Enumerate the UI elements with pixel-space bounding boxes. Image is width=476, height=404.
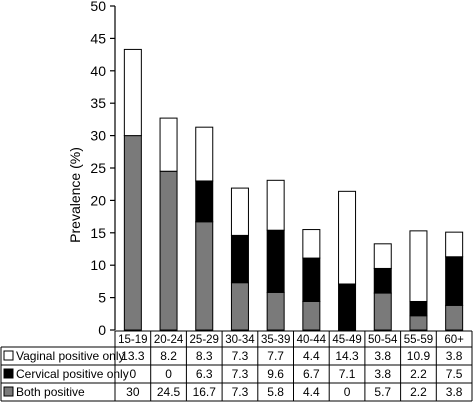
y-tick-label: 30 xyxy=(90,128,106,144)
bar-segment xyxy=(266,229,285,293)
table-cell-value: 13.3 xyxy=(121,349,145,363)
table-cell-value: 3.8 xyxy=(374,367,391,381)
table-cell-value: 10.9 xyxy=(407,349,431,363)
table-cell-value: 4.4 xyxy=(303,349,320,363)
bar-segment xyxy=(266,291,285,331)
table-cell-value: 2.2 xyxy=(410,367,427,381)
data-table: 15-19 20-24 25-29 30-34 35-39 40-44 45-49 50-54… xyxy=(0,330,473,402)
bar-segment xyxy=(373,243,392,269)
table-cell-value: 16.7 xyxy=(193,385,217,399)
legend-label: Cervical positive only xyxy=(16,367,129,381)
bar-segment xyxy=(445,256,464,306)
bar-segment xyxy=(230,234,249,284)
bar-segment xyxy=(159,170,178,331)
table-cell-value: 0 xyxy=(130,367,137,381)
bar-segment xyxy=(302,229,321,259)
x-category-label: 20-24 xyxy=(154,334,184,346)
x-category-label: 35-39 xyxy=(261,334,290,346)
bar-segment xyxy=(338,190,357,285)
table-cell-value: 0 xyxy=(344,385,351,399)
x-category-label: 40-44 xyxy=(297,334,327,346)
bar-segment xyxy=(195,180,214,223)
y-tick-label: 10 xyxy=(90,257,106,273)
x-category-label: 55-59 xyxy=(404,334,433,346)
x-category-label: 25-29 xyxy=(190,334,219,346)
x-category-label: 30-34 xyxy=(225,334,255,346)
table-cell-value: 7.5 xyxy=(446,367,463,381)
table-cell-value: 5.8 xyxy=(267,385,284,399)
table-cell-value: 0 xyxy=(165,367,172,381)
bar-segment xyxy=(373,292,392,331)
bar-segment xyxy=(338,283,357,331)
legend-label: Vaginal positive only xyxy=(16,349,125,363)
bar-segment xyxy=(409,315,428,331)
bar-segment xyxy=(123,48,142,137)
bar-segment xyxy=(445,231,464,258)
bar-segment xyxy=(195,126,214,182)
bar-segment xyxy=(409,230,428,302)
y-axis: 0 5 10 15 20 25 30 35 40 45 50 xyxy=(90,0,116,338)
x-category-label: 15-19 xyxy=(118,334,147,346)
y-tick-label: 15 xyxy=(90,225,106,241)
table-cell-value: 4.4 xyxy=(303,385,320,399)
bar-segment xyxy=(123,135,142,331)
y-tick-label: 5 xyxy=(98,290,106,306)
y-tick-label: 40 xyxy=(90,63,106,79)
x-category-label: 60+ xyxy=(444,334,464,346)
table-cell-value: 14.3 xyxy=(335,349,359,363)
bar-segment xyxy=(195,221,214,331)
table-cell-value: 5.7 xyxy=(374,385,391,399)
table-cell-value: 2.2 xyxy=(410,385,427,399)
bars xyxy=(123,48,464,331)
legend-swatch xyxy=(3,386,14,397)
bar-segment xyxy=(159,117,178,172)
table-cell-value: 30 xyxy=(126,385,140,399)
y-axis-label: Prevalence (%) xyxy=(67,147,83,243)
legend-swatch xyxy=(3,350,14,361)
table-cell-value: 3.8 xyxy=(446,385,463,399)
legend-swatch xyxy=(3,368,14,379)
table-cell-value: 7.1 xyxy=(339,367,356,381)
table-cell-value: 6.3 xyxy=(196,367,213,381)
table-cell-value: 7.3 xyxy=(232,367,249,381)
table-cell-value: 3.8 xyxy=(374,349,391,363)
bar-segment xyxy=(230,187,249,236)
table-cell-value: 24.5 xyxy=(157,385,181,399)
y-tick-label: 50 xyxy=(90,0,106,14)
x-category-label: 45-49 xyxy=(332,334,361,346)
bar-segment xyxy=(445,304,464,331)
table-cell-value: 7.3 xyxy=(232,385,249,399)
table-cell-value: 6.7 xyxy=(303,367,320,381)
bar-segment xyxy=(409,300,428,317)
bar-segment xyxy=(373,267,392,294)
table-cell-value: 8.2 xyxy=(160,349,177,363)
table-cell-value: 7.3 xyxy=(232,349,249,363)
bar-segment xyxy=(302,257,321,302)
y-tick-label: 35 xyxy=(90,95,106,111)
bar-segment xyxy=(266,179,285,231)
y-tick-label: 45 xyxy=(90,30,106,46)
legend-label: Both positive xyxy=(16,385,85,399)
y-tick-label: 25 xyxy=(90,160,106,176)
table-cell-value: 8.3 xyxy=(196,349,213,363)
x-category-label: 50-54 xyxy=(368,334,398,346)
y-tick-label: 0 xyxy=(98,322,106,338)
table-cell-value: 3.8 xyxy=(446,349,463,363)
table-cell-value: 7.7 xyxy=(267,349,284,363)
bar-segment xyxy=(230,282,249,331)
table-cell-value: 9.6 xyxy=(267,367,284,381)
y-tick-label: 20 xyxy=(90,192,106,208)
bar-segment xyxy=(302,300,321,331)
